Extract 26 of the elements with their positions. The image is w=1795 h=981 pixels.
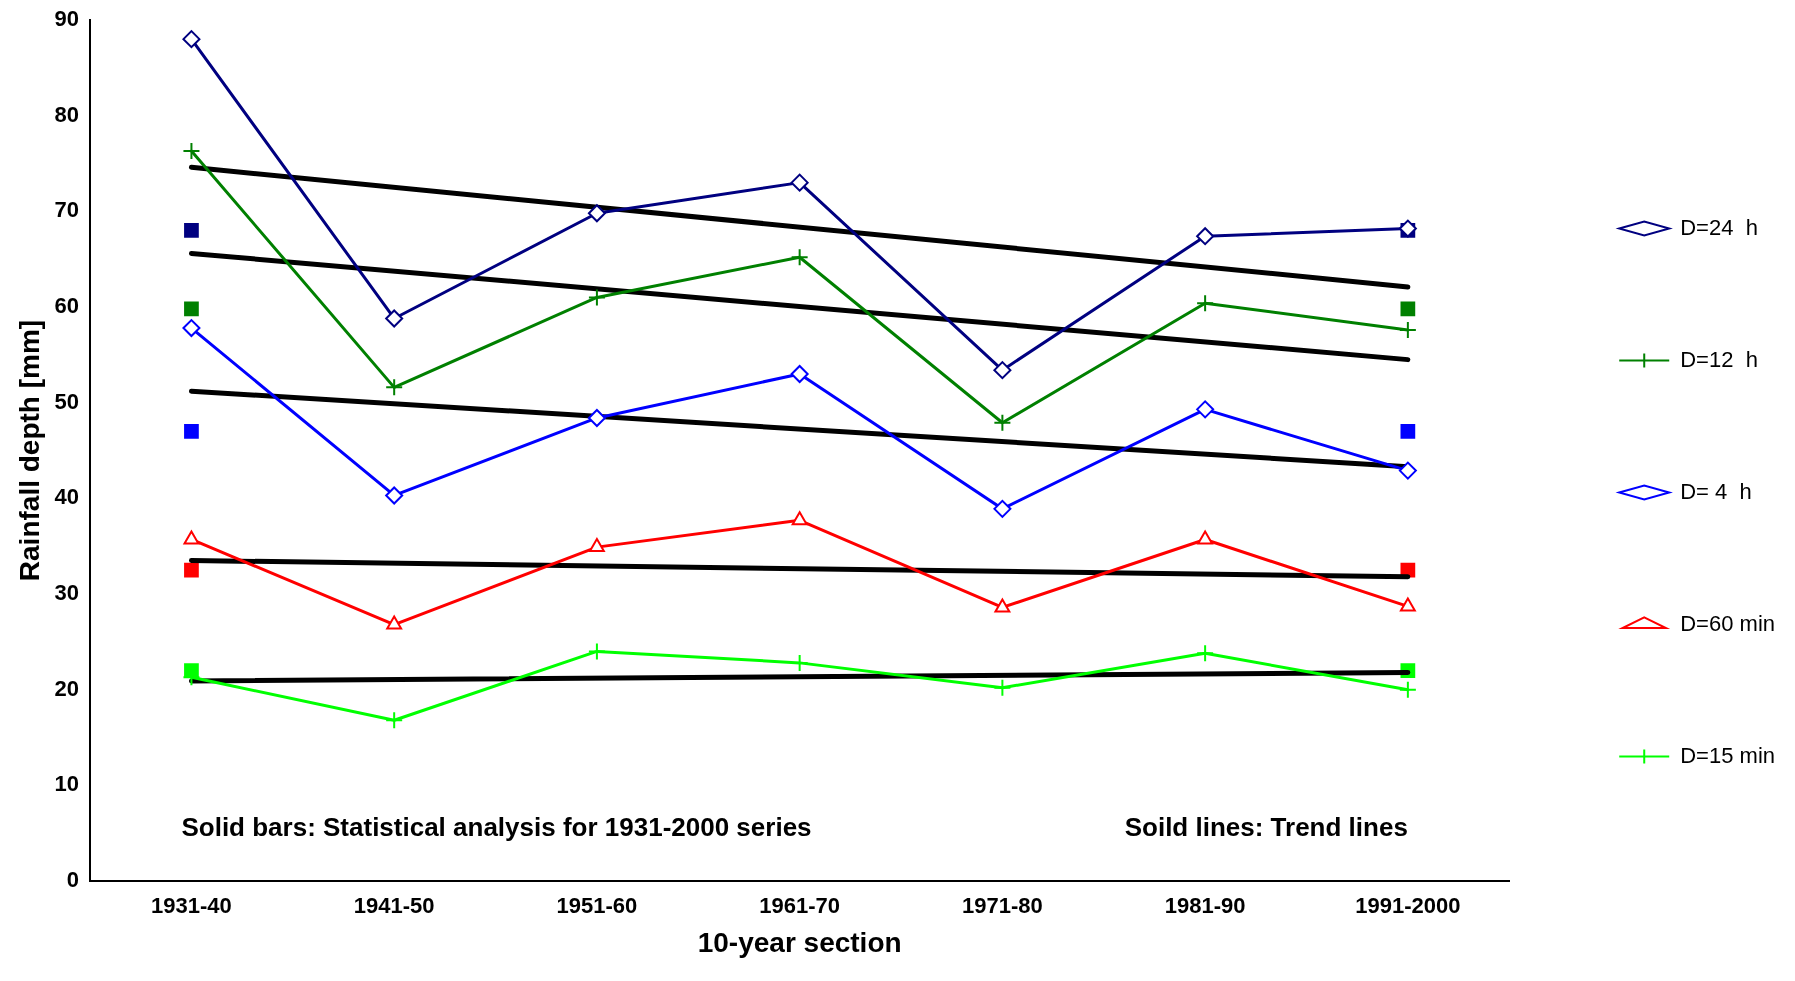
y-tick-label: 60 (54, 293, 80, 319)
x-axis-title: 10-year section (697, 926, 902, 958)
legend-label: D=24 h (1680, 214, 1758, 240)
y-axis-title: Rainfall depth [mm] (13, 319, 45, 582)
annotation: Soild lines: Trend lines (1124, 812, 1408, 843)
y-tick-label: 40 (54, 484, 80, 510)
y-tick-label: 30 (54, 580, 80, 606)
x-tick-label: 1971-80 (962, 893, 1043, 919)
x-tick-label: 1991-2000 (1355, 893, 1461, 919)
y-tick-label: 10 (54, 771, 80, 797)
legend-label: D=60 min (1680, 610, 1776, 636)
x-tick-label: 1941-50 (353, 893, 435, 919)
y-tick-label: 90 (54, 6, 80, 32)
y-tick-label: 0 (66, 867, 80, 893)
annotation: Solid bars: Statistical analysis for 1931-2000 series (181, 812, 812, 843)
legend-label: D=15 min (1680, 742, 1776, 768)
x-tick-label: 1951-60 (556, 893, 638, 919)
legend-label: D=12 h (1680, 346, 1758, 372)
legend-label: D= 4 h (1680, 478, 1752, 504)
x-tick-label: 1981-90 (1164, 893, 1246, 919)
y-tick-label: 80 (54, 101, 80, 127)
y-tick-label: 70 (54, 197, 80, 223)
y-tick-label: 50 (54, 388, 80, 414)
x-tick-label: 1961-70 (759, 893, 841, 919)
y-tick-label: 20 (54, 675, 80, 701)
x-tick-label: 1931-40 (151, 893, 232, 919)
